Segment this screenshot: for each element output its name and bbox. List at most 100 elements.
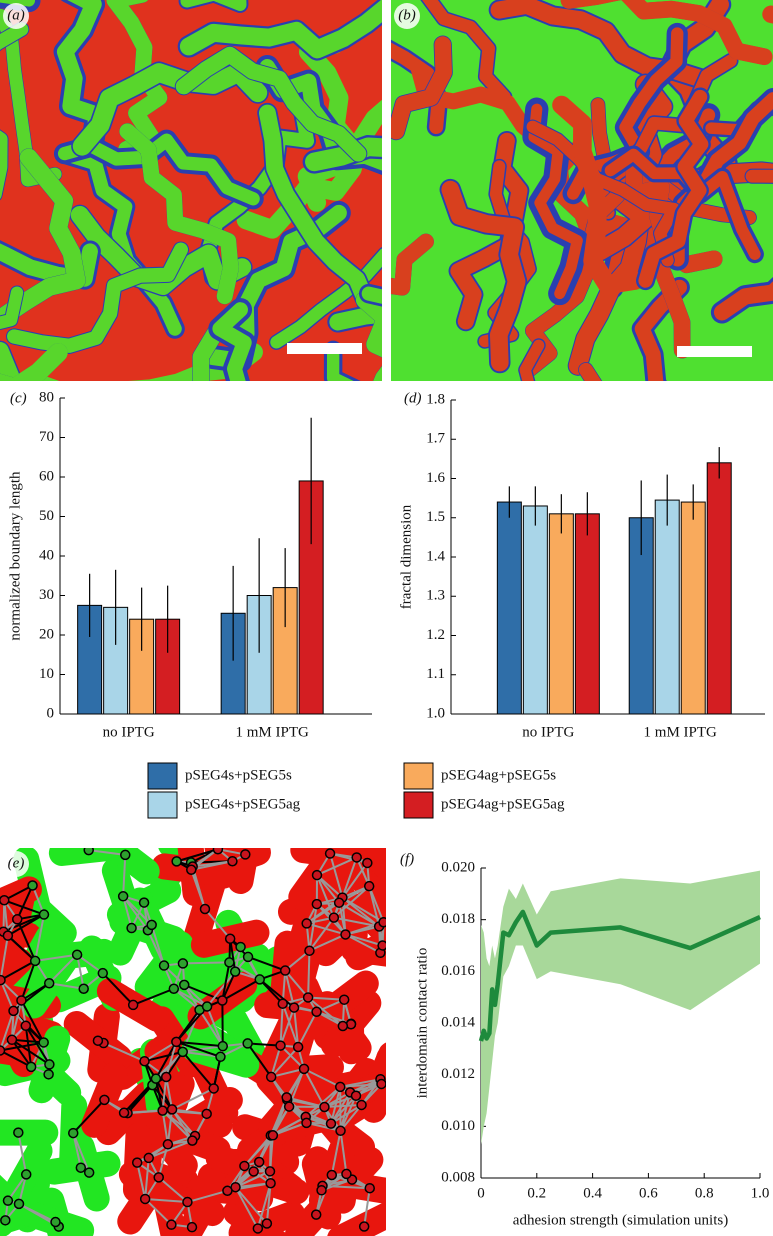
cell-node (166, 1219, 177, 1230)
contact (206, 1006, 224, 1047)
confidence-band (481, 870, 760, 1145)
domain (422, 0, 511, 104)
y-tick-label: 1.7 (426, 431, 445, 447)
label-bg (3, 3, 29, 29)
contact (161, 1109, 194, 1142)
cell-node (139, 1193, 151, 1205)
x-tick-label: 0.8 (695, 1185, 714, 1201)
contact (20, 960, 37, 1001)
contact (176, 848, 219, 863)
domain (0, 286, 24, 330)
cell-node (160, 1071, 172, 1083)
contact (330, 1104, 363, 1125)
contact (183, 983, 223, 1002)
contact (303, 1068, 326, 1108)
bar (522, 505, 548, 715)
contact (181, 1051, 215, 1090)
contact (339, 1104, 363, 1132)
cell-node (301, 1117, 312, 1129)
domain (638, 89, 709, 288)
cell-node (310, 1209, 322, 1220)
contact (132, 987, 175, 1006)
contact (10, 1000, 23, 1041)
cell-node (328, 912, 340, 923)
cell-node (143, 1152, 154, 1164)
cell-node (178, 979, 190, 991)
cell-node (0, 974, 6, 986)
contact (143, 1041, 177, 1063)
contact (234, 1186, 259, 1229)
legend-label: pSEG4ag+pSEG5s (441, 767, 556, 783)
cell-node (146, 919, 157, 931)
contact (206, 971, 236, 1008)
contact (145, 1197, 188, 1204)
contact (0, 960, 36, 982)
cell-node (43, 1069, 54, 1080)
y-tick-label: 1.8 (426, 391, 445, 407)
x-tick-label: no IPTG (103, 724, 155, 740)
contact (35, 953, 78, 962)
y-tick-label: 0.020 (441, 859, 475, 875)
domain (528, 103, 583, 300)
contact (144, 1157, 150, 1200)
cell-node (186, 1221, 198, 1233)
contact (161, 1110, 169, 1145)
cell-node (302, 992, 314, 1003)
contact (324, 1094, 357, 1108)
contact (0, 1010, 15, 1051)
contact (270, 1045, 282, 1078)
legend-label: pSEG4ag+pSEG5ag (441, 796, 565, 812)
cell-node (363, 880, 375, 892)
cell (0, 1119, 59, 1146)
cell-node (364, 1182, 375, 1194)
cell-node (227, 855, 238, 867)
contact (11, 1038, 50, 1066)
contact (284, 969, 309, 999)
y-tick-label: 20 (39, 626, 54, 642)
contact (176, 1040, 221, 1058)
contact (157, 1144, 169, 1178)
cell-node (20, 1020, 32, 1032)
contact (306, 922, 346, 936)
cell-node (8, 1005, 19, 1017)
cell-node (75, 1162, 87, 1173)
contact (212, 1056, 222, 1089)
cell-node (378, 916, 386, 928)
cell-node (340, 929, 351, 940)
y-tick-label: 70 (39, 429, 54, 445)
contact (309, 933, 346, 952)
y-tick-label: 50 (39, 508, 54, 524)
contact (270, 1067, 305, 1078)
contact (122, 895, 153, 926)
cell-node (29, 955, 41, 967)
domain (552, 95, 645, 295)
contact (176, 1040, 223, 1048)
contact (7, 913, 45, 937)
cell-node (20, 1169, 32, 1180)
y-tick-label: 1.1 (426, 666, 445, 682)
contact (279, 1044, 305, 1070)
contact (338, 901, 380, 928)
cell-node (252, 1223, 264, 1234)
cell-node (38, 1037, 49, 1048)
cell-node (311, 1006, 322, 1018)
contact (165, 1041, 178, 1078)
contact (221, 971, 237, 1001)
scale-bar (287, 343, 362, 354)
y-tick-label: 0.016 (441, 963, 475, 979)
cell-node (242, 1038, 253, 1049)
cell-node (341, 1168, 352, 1180)
contact (0, 935, 9, 981)
contact (72, 1132, 91, 1173)
cell-node (0, 1215, 11, 1226)
contact (339, 1130, 348, 1175)
contact (122, 895, 149, 931)
label-bg (394, 3, 420, 29)
contact (307, 996, 344, 1027)
cell-node (177, 958, 189, 969)
contact (198, 1009, 224, 1047)
cell-node (229, 966, 241, 977)
y-axis-label: interdomain contact ratio (414, 948, 430, 1099)
cell-node (208, 1083, 219, 1094)
contact (279, 1007, 296, 1046)
